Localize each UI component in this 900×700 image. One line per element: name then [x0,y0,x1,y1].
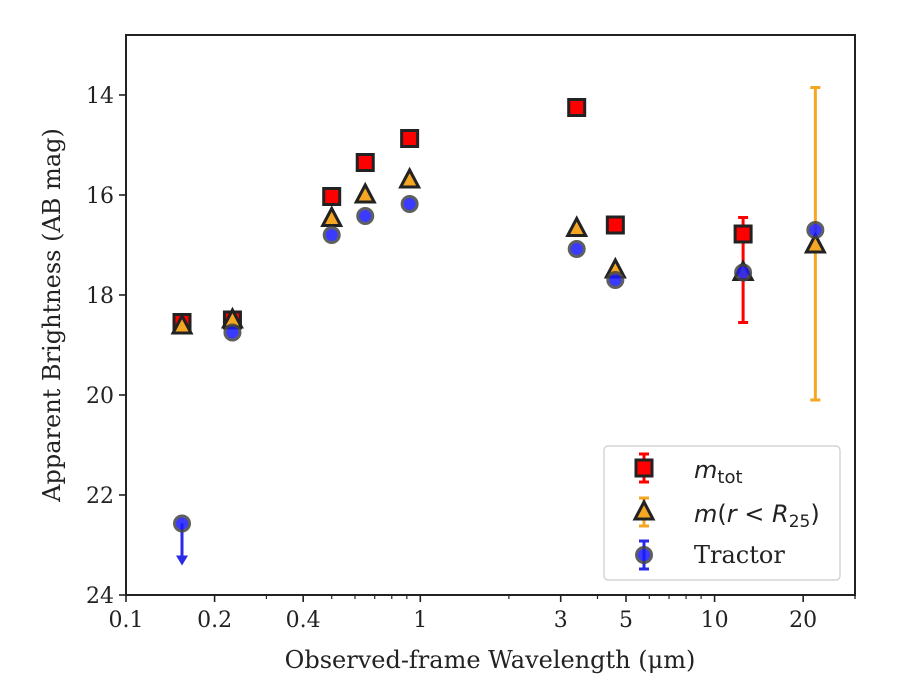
m-tot-point [322,187,342,206]
y-axis-label: Apparent Brightness (AB mag) [38,128,66,503]
m-tot-point [605,215,625,235]
x-tick-label: 0.2 [197,608,232,633]
tractor-point [734,263,753,282]
legend-label-m-r-lt-r25: m(r < R25) [694,500,820,532]
m-r-lt-r25-point [170,312,194,335]
x-tick-label: 1 [413,608,427,633]
m-r-lt-r25-point [803,231,827,254]
x-axis-label: Observed-frame Wavelength (μm) [285,646,696,674]
m-tot-point [400,129,420,148]
tractor-point [567,240,586,258]
m-r-lt-r25-point [353,181,377,204]
m-tot-point [733,224,753,244]
x-tick-label: 20 [789,608,817,633]
y-tick-label: 14 [86,84,114,109]
x-tick-label: 0.4 [286,608,321,633]
marker-body [734,263,753,282]
x-tick-label: 10 [701,608,729,633]
x-tick-label: 0.1 [109,608,144,633]
legend-box [603,445,841,581]
x-tick-label: 5 [619,608,633,633]
legend-m-tot-marker [634,458,654,478]
marker-body [356,207,375,225]
marker-body [806,221,825,239]
marker-body [173,514,192,533]
y-axis: 14 16 18 20 22 24 [86,84,126,609]
m-r-lt-r25-point [398,166,422,189]
marker-layer [170,98,827,533]
plot-frame [125,34,856,596]
marker-body [567,240,586,258]
m-tot-point [567,98,587,117]
y-tick-label: 24 [86,584,114,609]
legend-label-tractor: Tractor [694,541,785,569]
tractor-point [223,323,242,342]
tractor-point [806,221,825,239]
x-tick-label: 3 [554,608,568,633]
legend-m-r-lt-r25-marker [632,498,656,521]
y-tick-label: 18 [86,284,114,309]
marker-body [400,195,419,213]
tractor-point [606,271,625,289]
tractor-upper-limit-arrow [176,555,189,566]
x-axis: 0.1 0.2 0.4 1 3 5 10 20 [109,595,856,633]
marker-body [322,226,341,244]
tractor-point [173,514,192,533]
marker-body [635,546,653,564]
tractor-point [400,195,419,213]
y-tick-label: 16 [86,184,114,209]
tractor-point [356,207,375,225]
m-r-lt-r25-point [565,215,589,237]
tractor-point [322,226,341,244]
m-tot-point [355,153,375,172]
legend-tractor-marker [635,546,653,564]
marker-body [223,323,242,342]
y-tick-label: 22 [86,484,114,509]
m-r-lt-r25-point [320,205,344,227]
y-tick-label: 20 [86,384,114,409]
marker-body [606,271,625,289]
